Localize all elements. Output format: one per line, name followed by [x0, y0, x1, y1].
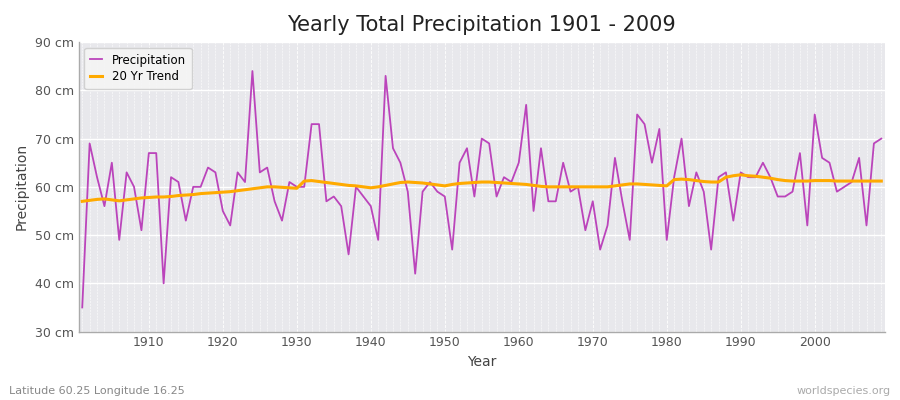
20 Yr Trend [602, 184, 613, 189]
20 Yr Trend [136, 196, 147, 200]
Line: Precipitation: Precipitation [82, 71, 881, 308]
X-axis label: Year: Year [467, 355, 497, 369]
Precipitation [247, 69, 257, 74]
Precipitation [876, 136, 886, 141]
20 Yr Trend [513, 182, 524, 186]
Precipitation [351, 184, 362, 189]
20 Yr Trend [343, 183, 354, 188]
Precipitation [521, 102, 532, 107]
Precipitation [306, 122, 317, 126]
Precipitation [513, 160, 524, 165]
Precipitation [609, 156, 620, 160]
20 Yr Trend [735, 172, 746, 177]
20 Yr Trend [76, 199, 87, 204]
Text: Latitude 60.25 Longitude 16.25: Latitude 60.25 Longitude 16.25 [9, 386, 184, 396]
20 Yr Trend [506, 181, 517, 186]
Precipitation [76, 305, 87, 310]
Precipitation [136, 228, 147, 233]
Legend: Precipitation, 20 Yr Trend: Precipitation, 20 Yr Trend [85, 48, 192, 89]
Line: 20 Yr Trend: 20 Yr Trend [82, 175, 881, 201]
20 Yr Trend [299, 179, 310, 184]
Y-axis label: Precipitation: Precipitation [15, 143, 29, 230]
20 Yr Trend [876, 179, 886, 184]
Text: worldspecies.org: worldspecies.org [796, 386, 891, 396]
Title: Yearly Total Precipitation 1901 - 2009: Yearly Total Precipitation 1901 - 2009 [287, 15, 676, 35]
